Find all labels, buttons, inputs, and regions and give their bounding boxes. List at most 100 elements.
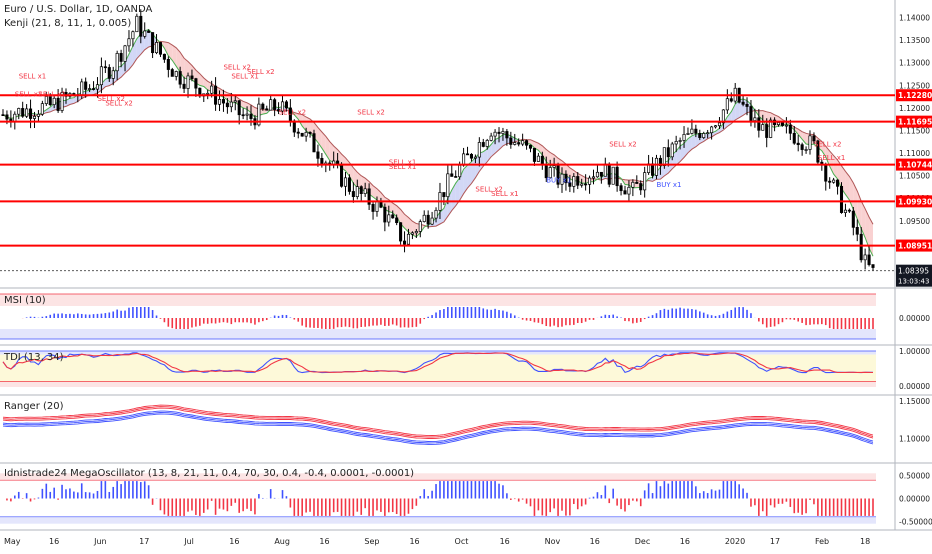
ranger-pane-title: Ranger (20)	[4, 401, 64, 412]
candle-body	[21, 108, 23, 116]
candle-body	[187, 76, 189, 89]
time-axis-label: Jul	[183, 537, 194, 546]
candle-body	[809, 136, 811, 150]
sell-signal-label: SELL x1	[491, 190, 518, 198]
candle-body	[691, 129, 693, 133]
candle-body	[797, 143, 799, 144]
time-axis-label: Nov	[545, 537, 561, 546]
candle-body	[207, 93, 209, 94]
candle-body	[226, 103, 228, 107]
candle-body	[706, 133, 708, 134]
candle-body	[124, 46, 126, 62]
candle-body	[832, 180, 834, 182]
candle-body	[171, 70, 173, 77]
candle-body	[864, 255, 866, 260]
candle-body	[270, 100, 272, 110]
sell-signal-label: SELL x2	[609, 140, 637, 148]
candle-body	[388, 215, 390, 222]
price-tick-label: 1.14000	[899, 14, 930, 23]
candle-body	[726, 99, 728, 110]
level-price-label: 1.11695	[898, 118, 932, 127]
candle-body	[525, 141, 527, 146]
candle-body	[151, 33, 153, 53]
price-tick-label: 1.09500	[899, 217, 930, 226]
candle-body	[195, 79, 197, 89]
candle-body	[703, 133, 705, 137]
candle-body	[750, 107, 752, 121]
level-price-label: 1.12280	[898, 91, 932, 100]
candle-body	[313, 134, 315, 152]
candle-body	[384, 207, 386, 222]
mega-tick-label: 0.00000	[899, 495, 930, 504]
candle-body	[730, 99, 732, 101]
candle-body	[840, 186, 842, 212]
candle-body	[754, 118, 756, 121]
candle-body	[510, 138, 512, 145]
candle-body	[848, 210, 850, 211]
candle-body	[163, 54, 165, 59]
candle-body	[183, 84, 185, 88]
candle-body	[364, 189, 366, 194]
tdi-tick-label: 1.00000	[899, 347, 930, 356]
mega-tick-label: 0.50000	[899, 472, 930, 481]
candle-body	[140, 16, 142, 36]
candle-body	[29, 109, 31, 119]
tdi-pane-title: TDI (13, 34)	[4, 352, 64, 363]
time-axis-label: May	[4, 537, 21, 546]
sell-signal-label: SELL x2	[357, 109, 385, 117]
candle-body	[340, 164, 342, 186]
msi-pane-title: MSI (10)	[4, 295, 46, 306]
candle-body	[159, 42, 161, 54]
candle-body	[588, 178, 590, 184]
candle-body	[175, 71, 177, 76]
candle-body	[640, 184, 642, 190]
candle-body	[104, 67, 106, 68]
level-price-label: 1.08951	[898, 242, 932, 251]
ranger-tick-label: 1.15000	[899, 397, 930, 406]
candle-body	[380, 202, 382, 208]
candle-body	[758, 118, 760, 130]
candle-body	[836, 180, 838, 186]
candle-body	[309, 132, 311, 133]
candle-body	[407, 234, 409, 244]
candle-body	[100, 67, 102, 85]
candle-body	[766, 125, 768, 138]
candle-body	[92, 89, 94, 90]
candle-body	[458, 165, 460, 176]
candle-body	[144, 31, 146, 36]
candle-body	[419, 222, 421, 232]
candle-body	[518, 143, 520, 145]
candle-body	[96, 85, 98, 89]
candle-body	[494, 132, 496, 136]
candle-body	[435, 210, 437, 218]
candle-body	[541, 156, 543, 164]
candle-body	[455, 176, 457, 177]
candle-body	[285, 102, 287, 108]
candle-body	[710, 127, 712, 133]
candle-body	[37, 114, 39, 116]
sell-signal-label: SELL x1	[818, 154, 846, 162]
sell-signal-label: SELL x1	[389, 163, 417, 171]
candle-body	[620, 186, 622, 191]
candle-body	[829, 181, 831, 182]
candle-body	[447, 174, 449, 197]
candle-body	[423, 215, 425, 221]
candle-body	[84, 82, 86, 90]
candle-body	[262, 104, 264, 109]
candle-body	[592, 177, 594, 178]
candle-body	[695, 129, 697, 133]
candle-body	[395, 218, 397, 223]
candle-body	[179, 71, 181, 84]
msi-lower-band	[0, 329, 876, 339]
sell-signal-label: SELL x2	[105, 100, 132, 108]
candle-body	[553, 166, 555, 168]
candle-body	[443, 192, 445, 196]
candle-body	[230, 102, 232, 107]
time-axis-label: 2020	[725, 537, 745, 546]
candle-body	[490, 136, 492, 140]
time-axis-label: 16	[319, 537, 329, 546]
candle-body	[793, 133, 795, 143]
candle-body	[868, 255, 870, 265]
price-tick-label: 1.13500	[899, 36, 930, 45]
